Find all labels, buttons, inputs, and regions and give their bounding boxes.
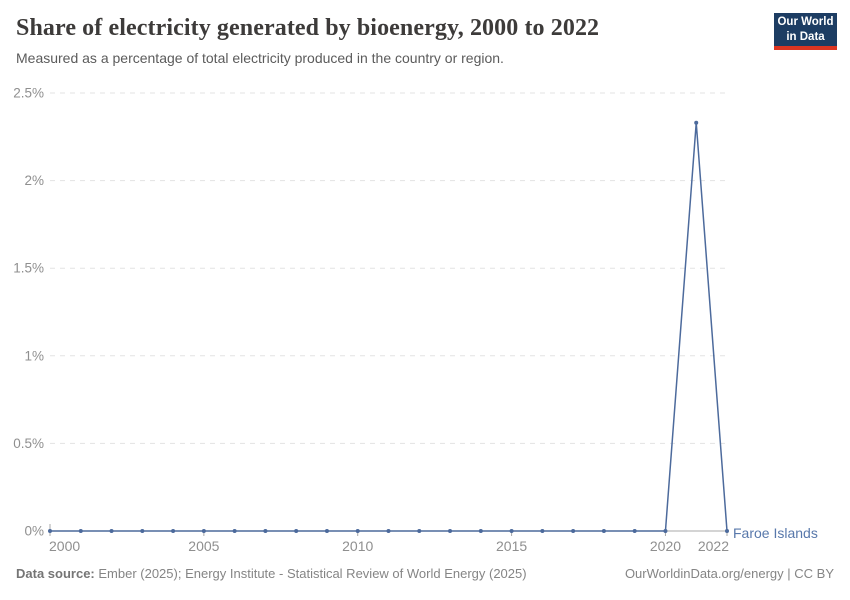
x-axis-tick-label: 2010 <box>342 538 373 554</box>
data-point-marker <box>571 529 576 533</box>
data-line <box>50 122 728 532</box>
data-point-marker <box>478 529 483 533</box>
data-source-label: Data source: <box>16 566 95 581</box>
y-axis-tick-label: 0.5% <box>13 436 44 451</box>
data-point-marker <box>232 529 237 533</box>
data-point-marker <box>324 529 329 533</box>
data-point-marker <box>294 529 299 533</box>
x-axis-tick-label: 2020 <box>650 538 681 554</box>
data-point-marker <box>109 529 114 533</box>
data-point-marker <box>48 529 52 533</box>
data-point-marker <box>201 529 206 533</box>
y-axis-tick-label: 1% <box>24 348 44 363</box>
data-point-marker <box>417 529 422 533</box>
data-point-marker <box>448 529 453 533</box>
data-point-marker <box>725 529 729 533</box>
chart-header: Share of electricity generated by bioene… <box>16 14 760 66</box>
data-point-marker <box>355 529 360 533</box>
data-point-marker <box>386 529 391 533</box>
data-point-marker <box>540 529 545 533</box>
data-point-marker <box>78 529 83 533</box>
data-point-marker <box>663 529 668 533</box>
x-axis-tick-label: 2005 <box>188 538 219 554</box>
chart-footer: Data source: Ember (2025); Energy Instit… <box>16 566 834 581</box>
owid-logo: Our World in Data <box>774 13 837 50</box>
series-entity-label: Faroe Islands <box>733 525 818 541</box>
data-point-marker <box>632 529 637 533</box>
owid-logo-line2: in Data <box>786 30 825 43</box>
x-axis-tick-label: 2000 <box>49 538 80 554</box>
y-axis-tick-label: 0% <box>24 524 44 539</box>
data-source-note: Data source: Ember (2025); Energy Instit… <box>16 566 527 581</box>
data-source-text: Ember (2025); Energy Institute - Statist… <box>94 566 527 581</box>
data-point-marker <box>509 529 514 533</box>
owid-logo-line1: Our World <box>777 16 834 29</box>
data-point-marker <box>171 529 176 533</box>
data-point-marker <box>263 529 268 533</box>
chart-subtitle: Measured as a percentage of total electr… <box>16 49 504 66</box>
x-axis-tick-label: 2022 <box>698 538 729 554</box>
y-axis-tick-label: 1.5% <box>13 261 44 276</box>
y-axis-tick-label: 2.5% <box>13 86 44 101</box>
data-point-marker <box>694 120 699 125</box>
x-axis-tick-label: 2015 <box>496 538 527 554</box>
chart-title: Share of electricity generated by bioene… <box>16 15 600 41</box>
license-note: OurWorldinData.org/energy | CC BY <box>624 566 834 581</box>
data-point-marker <box>140 529 145 533</box>
y-axis-tick-label: 2% <box>24 173 44 188</box>
data-point-marker <box>601 529 606 533</box>
